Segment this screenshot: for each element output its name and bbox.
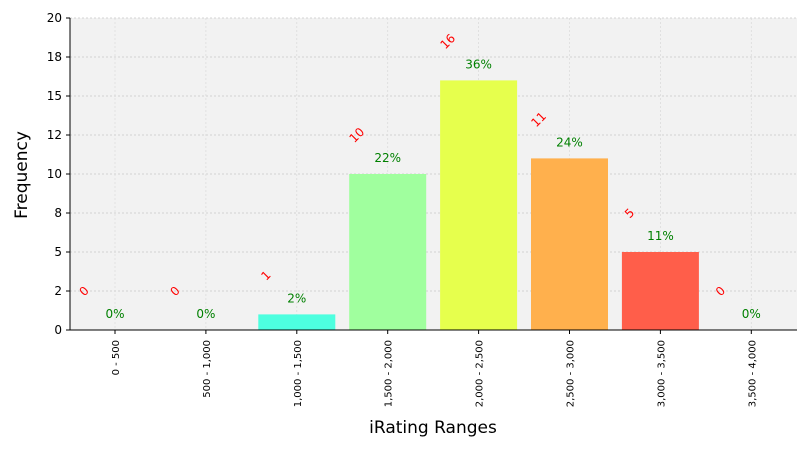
percent-label: 22% <box>374 151 401 165</box>
percent-label: 0% <box>742 307 761 321</box>
x-axis-title: iRating Ranges <box>369 418 497 438</box>
x-tick-label: 3,500 - 4,000 <box>747 340 758 407</box>
y-tick-label: 0 <box>54 323 62 337</box>
x-ticks: 0 - 500 500 - 1,000 1,000 - 1,500 1,500 - 2… <box>111 330 758 407</box>
bar <box>349 174 427 330</box>
x-tick-label: 1,500 - 2,000 <box>384 340 395 407</box>
percent-label: 2% <box>287 291 306 305</box>
y-axis-title: Frequency <box>12 131 32 219</box>
y-tick-label: 18 <box>47 50 62 64</box>
percent-label: 36% <box>465 57 492 71</box>
x-tick-label: 2,500 - 3,000 <box>566 340 577 407</box>
x-tick-label: 500 - 1,000 <box>202 340 213 398</box>
y-tick-label: 8 <box>54 206 62 220</box>
bars <box>258 80 699 331</box>
x-tick-label: 1,000 - 1,500 <box>293 340 304 407</box>
percent-label: 11% <box>647 229 674 243</box>
y-tick-label: 12 <box>47 128 62 142</box>
y-tick-label: 15 <box>47 89 62 103</box>
percent-label: 24% <box>556 135 583 149</box>
bar <box>440 80 518 331</box>
y-tick-label: 10 <box>47 167 62 181</box>
y-tick-label: 20 <box>47 11 62 25</box>
bar <box>531 158 608 330</box>
bar <box>258 314 336 330</box>
x-tick-label: 2,000 - 2,500 <box>475 340 486 407</box>
x-tick-label: 0 - 500 <box>111 340 122 375</box>
y-tick-label: 5 <box>54 245 62 259</box>
y-ticks: 0 2 5 8 10 12 15 18 20 <box>47 11 70 337</box>
y-tick-label: 2 <box>54 284 62 298</box>
x-tick-label: 3,000 - 3,500 <box>656 340 667 407</box>
percent-label: 0% <box>196 307 215 321</box>
percent-label: 0% <box>105 307 124 321</box>
bar <box>621 252 699 330</box>
